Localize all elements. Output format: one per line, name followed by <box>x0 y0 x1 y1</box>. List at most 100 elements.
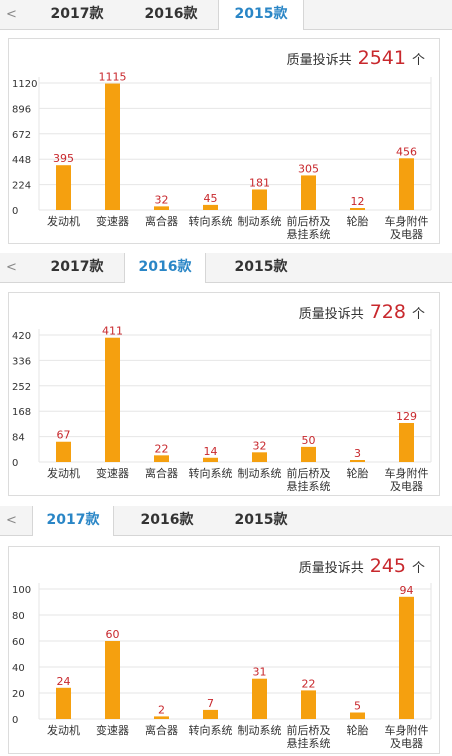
bar <box>301 690 316 719</box>
chart-card: 质量投诉共 2541 个 0 224 448 672 896 1120 395 发动机 1115 变速… <box>8 38 440 244</box>
category-label: 变速器 <box>96 214 129 228</box>
data-label: 45 <box>204 192 218 205</box>
chart-card: 质量投诉共 728 个 0 84 168 252 336 420 67 发动机 411 变速器 22 离合… <box>8 292 440 496</box>
bar <box>301 446 316 462</box>
bar <box>56 687 71 719</box>
category-label: 前后桥及 <box>287 466 331 480</box>
category-label: 悬挂系统 <box>287 227 331 241</box>
data-label: 129 <box>396 410 417 423</box>
data-label: 305 <box>298 162 319 175</box>
y-tick-label: 896 <box>12 104 31 115</box>
total-unit: 个 <box>411 53 425 68</box>
bar <box>105 337 120 462</box>
y-tick-label: 0 <box>12 458 18 469</box>
data-label: 12 <box>351 195 365 208</box>
total-value: 2541 <box>357 47 406 69</box>
bar <box>350 712 365 719</box>
category-label: 悬挂系统 <box>287 479 331 493</box>
bar <box>252 452 267 462</box>
category-label: 悬挂系统 <box>287 736 331 750</box>
category-label: 及电器 <box>390 480 423 493</box>
category-label: 转向系统 <box>189 466 233 480</box>
tab-2016[interactable]: 2016款 <box>144 6 198 22</box>
y-tick-label: 672 <box>12 130 31 141</box>
data-label: 22 <box>302 677 316 690</box>
total-complaints: 质量投诉共 2541 个 <box>287 47 425 69</box>
bar <box>399 422 414 462</box>
category-label: 车身附件 <box>385 723 429 737</box>
total-value: 728 <box>369 301 406 323</box>
tab-2015[interactable]: 2015款 <box>234 512 288 528</box>
bar <box>56 441 71 462</box>
data-label: 31 <box>253 666 267 679</box>
complaints-bar-chart: 0 84 168 252 336 420 67 发动机 411 变速器 22 离合器 14 转向系统 32 制… <box>12 325 432 493</box>
back-arrow-icon[interactable]: < <box>6 7 17 22</box>
data-label: 94 <box>400 584 414 597</box>
data-label: 7 <box>207 697 214 710</box>
year-tabbar: < 2017款 2016款 2015款 <box>0 0 452 30</box>
bar <box>203 457 218 462</box>
y-tick-label: 0 <box>12 206 18 217</box>
tab-2016[interactable]: 2016款 <box>140 512 194 528</box>
data-label: 32 <box>253 439 267 452</box>
bar <box>399 596 414 719</box>
y-tick-label: 84 <box>12 433 25 444</box>
tab-2015[interactable]: 2015款 <box>218 0 304 30</box>
y-tick-label: 20 <box>12 689 25 700</box>
data-label: 22 <box>155 442 169 455</box>
data-label: 14 <box>204 445 218 458</box>
category-label: 转向系统 <box>189 723 233 737</box>
tab-2017[interactable]: 2017款 <box>50 6 104 22</box>
data-label: 3 <box>354 447 361 460</box>
bar <box>154 455 169 462</box>
tab-2017[interactable]: 2017款 <box>50 259 104 275</box>
data-label: 181 <box>249 176 270 189</box>
data-label: 24 <box>57 675 71 688</box>
category-label: 前后桥及 <box>287 723 331 737</box>
data-label: 2 <box>158 703 165 716</box>
total-complaints: 质量投诉共 245 个 <box>299 555 425 577</box>
total-complaints: 质量投诉共 728 个 <box>299 301 425 323</box>
category-label: 变速器 <box>96 466 129 480</box>
year-tabbar: < 2017款 2016款 2015款 <box>0 253 452 283</box>
bar <box>252 189 267 210</box>
total-label: 质量投诉共 <box>298 561 364 576</box>
bar <box>154 206 169 210</box>
bar <box>154 716 169 719</box>
y-tick-label: 336 <box>12 356 31 367</box>
category-label: 制动系统 <box>238 724 282 737</box>
category-label: 离合器 <box>145 214 178 228</box>
tab-2015[interactable]: 2015款 <box>234 259 288 275</box>
tab-2017[interactable]: 2017款 <box>32 506 114 536</box>
category-label: 及电器 <box>390 228 423 241</box>
category-label: 车身附件 <box>385 214 429 228</box>
data-label: 5 <box>354 700 361 713</box>
y-tick-label: 40 <box>12 663 25 674</box>
y-tick-label: 252 <box>12 382 31 393</box>
y-tick-label: 448 <box>12 155 31 166</box>
bar <box>252 678 267 719</box>
y-tick-label: 60 <box>12 637 25 648</box>
data-label: 1115 <box>99 71 127 84</box>
data-label: 60 <box>106 628 120 641</box>
tab-2016[interactable]: 2016款 <box>124 253 206 283</box>
bar <box>350 460 365 462</box>
back-arrow-icon[interactable]: < <box>6 260 17 275</box>
bar <box>105 641 120 719</box>
category-label: 及电器 <box>390 737 423 750</box>
category-label: 发动机 <box>47 723 80 737</box>
data-label: 32 <box>155 193 169 206</box>
chart-card: 质量投诉共 245 个 0 20 40 60 80 100 24 发动机 60 变速器 2 离合器 7 转向系… <box>8 546 440 754</box>
bar <box>350 208 365 210</box>
data-label: 395 <box>53 152 74 165</box>
category-label: 离合器 <box>145 723 178 737</box>
category-label: 制动系统 <box>238 467 282 480</box>
y-tick-label: 224 <box>12 181 31 192</box>
bar <box>399 158 414 210</box>
total-unit: 个 <box>411 307 425 322</box>
category-label: 变速器 <box>96 723 129 737</box>
back-arrow-icon[interactable]: < <box>6 513 17 528</box>
category-label: 前后桥及 <box>287 214 331 228</box>
y-tick-label: 1120 <box>12 79 37 90</box>
bar <box>301 175 316 210</box>
